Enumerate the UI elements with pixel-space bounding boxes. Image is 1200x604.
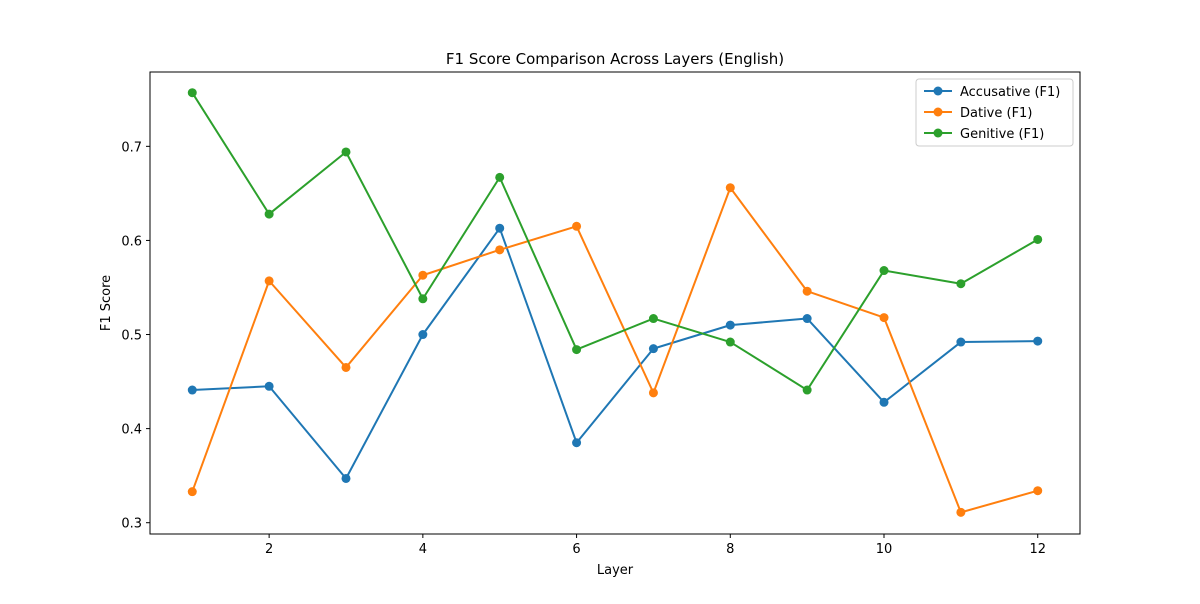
y-axis-label: F1 Score <box>99 275 114 331</box>
series-1 <box>187 223 1043 483</box>
legend-label: Dative (F1) <box>960 106 1032 121</box>
data-point <box>1033 336 1043 346</box>
data-point <box>1033 234 1043 244</box>
data-point <box>341 147 351 157</box>
data-point <box>725 337 735 347</box>
legend-swatch-marker <box>933 128 943 138</box>
data-point <box>802 385 812 395</box>
data-point <box>341 362 351 372</box>
data-point <box>879 313 889 323</box>
legend: Accusative (F1) Dative (F1) Genitive (F1) <box>915 78 1074 147</box>
data-point <box>648 388 658 398</box>
data-point <box>1033 486 1043 496</box>
data-point <box>341 473 351 483</box>
data-point <box>956 279 966 289</box>
y-tick-label: 0.5 <box>121 329 142 344</box>
data-point <box>264 276 274 286</box>
y-tick-label: 0.3 <box>121 517 142 532</box>
data-point <box>802 314 812 324</box>
data-point <box>802 286 812 296</box>
series-line <box>192 227 1038 480</box>
data-point <box>495 172 505 182</box>
data-point <box>187 487 197 497</box>
legend-swatch-marker <box>933 107 943 117</box>
series-3 <box>187 88 1043 395</box>
x-tick-label: 6 <box>572 542 580 557</box>
data-point <box>956 337 966 347</box>
legend-item: Genitive (F1) <box>924 127 1044 142</box>
legend-item: Dative (F1) <box>924 106 1032 121</box>
legend-label: Accusative (F1) <box>960 85 1060 100</box>
y-tick-label: 0.4 <box>121 423 142 438</box>
series-2 <box>187 183 1043 517</box>
axis-ticks: 2 4 6 8 10 12 0.3 0.4 0.5 0.6 0.7 <box>121 140 1046 557</box>
x-tick-label: 2 <box>265 542 273 557</box>
legend-box <box>915 78 1074 147</box>
data-point <box>418 294 428 304</box>
data-point <box>956 507 966 517</box>
data-point <box>879 266 889 276</box>
data-point <box>187 88 197 98</box>
data-point <box>495 245 505 255</box>
series-line <box>191 92 1039 392</box>
plot-frame <box>149 71 1081 535</box>
legend-item: Accusative (F1) <box>924 85 1060 100</box>
data-point <box>572 438 582 448</box>
chart-title: F1 Score Comparison Across Layers (Engli… <box>446 50 784 68</box>
y-tick-label: 0.6 <box>121 234 142 249</box>
legend-label: Genitive (F1) <box>960 127 1044 142</box>
series-layer <box>187 88 1043 517</box>
y-tick-label: 0.7 <box>121 140 142 155</box>
data-point <box>725 320 735 330</box>
legend-swatch-marker <box>933 86 943 96</box>
data-point <box>725 183 735 193</box>
data-point <box>648 344 658 354</box>
data-point <box>648 314 658 324</box>
series-line <box>191 186 1039 514</box>
data-point <box>418 270 428 280</box>
data-point <box>572 345 582 355</box>
data-point <box>418 330 428 340</box>
data-point <box>572 221 582 231</box>
data-point <box>879 397 889 407</box>
data-point <box>187 385 197 395</box>
data-point <box>264 209 274 219</box>
x-tick-label: 12 <box>1029 542 1046 557</box>
x-tick-label: 4 <box>419 542 427 557</box>
x-tick-label: 10 <box>876 542 893 557</box>
x-tick-label: 8 <box>726 542 734 557</box>
x-axis-label: Layer <box>597 563 634 578</box>
data-point <box>495 223 505 233</box>
data-point <box>264 381 274 391</box>
